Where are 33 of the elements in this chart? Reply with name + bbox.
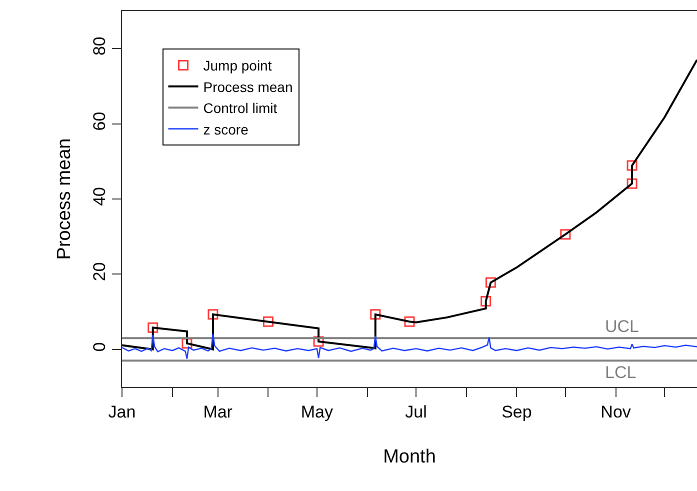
y-tick-label: 60: [90, 112, 110, 131]
legend-label: Control limit: [203, 100, 278, 116]
point: [404, 316, 415, 327]
annotation: UCL: [605, 317, 640, 336]
y-tick-label: 40: [90, 186, 110, 206]
x-tick-label: Sep: [502, 402, 532, 422]
x-tick-label: Jan: [108, 402, 136, 422]
point: [262, 316, 274, 327]
annotation: LCL: [605, 363, 636, 382]
line-series: [122, 58, 697, 350]
x-tick-label: Nov: [600, 402, 632, 422]
y-tick-label: 80: [90, 36, 110, 56]
point: [370, 309, 381, 320]
x-tick-label: Mar: [203, 402, 233, 422]
y-axis-title: Process mean: [54, 138, 75, 260]
y-tick-label: 0: [90, 342, 110, 352]
x-tick-label: Jul: [405, 402, 427, 422]
point: [480, 296, 492, 307]
x-tick-label: May: [300, 402, 334, 422]
legend-label: z score: [203, 121, 249, 138]
y-tick-label: 20: [90, 262, 110, 282]
point: [313, 336, 324, 347]
point: [182, 338, 192, 349]
legend-label: Process mean: [203, 78, 293, 95]
x-axis-title: Month: [383, 446, 436, 468]
legend-label: Jump point: [203, 58, 272, 74]
point: [485, 277, 496, 288]
point: [208, 309, 218, 320]
line-series: [122, 332, 697, 360]
point: [626, 178, 638, 189]
point: [626, 160, 638, 171]
point: [560, 229, 571, 240]
point: [148, 322, 158, 333]
